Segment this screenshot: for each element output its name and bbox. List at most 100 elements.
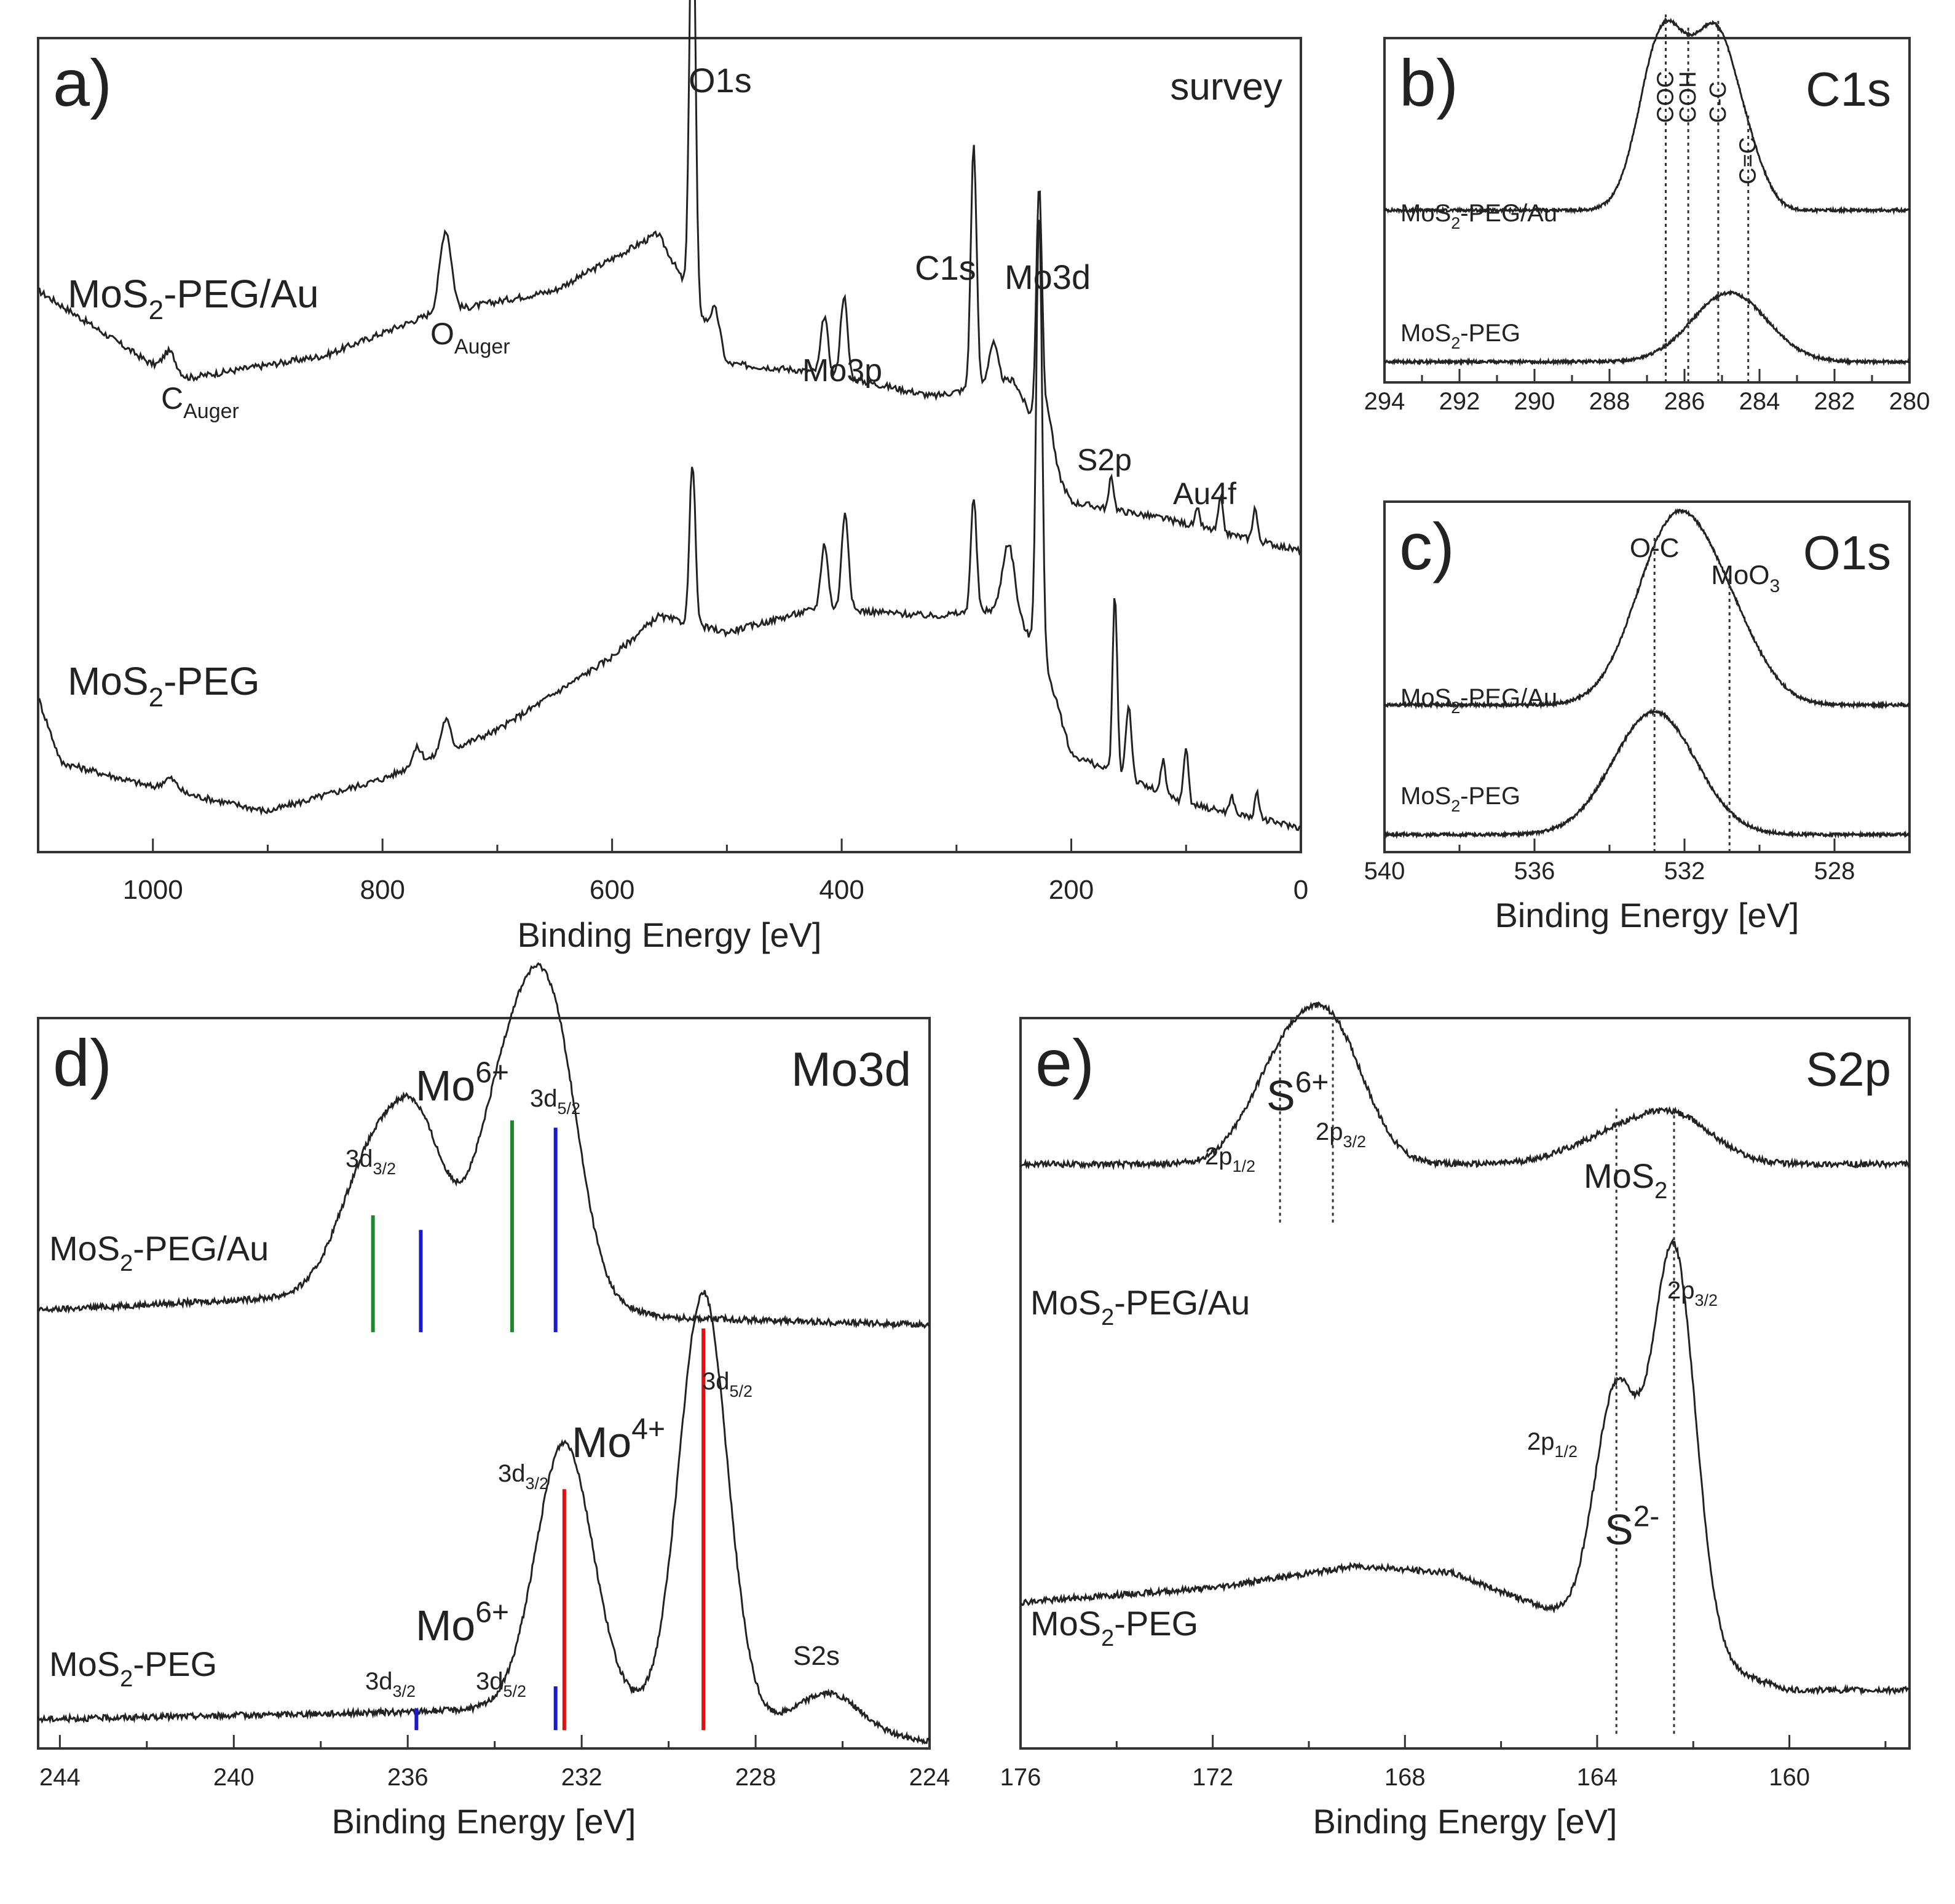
- annotation-label: Mo4+: [572, 1413, 665, 1466]
- annotation-label: MoS2: [1584, 1156, 1667, 1204]
- annotation-label: MoS2-PEG: [1400, 783, 1520, 815]
- series-line-mos2-peg: [1384, 708, 1910, 840]
- series-line-mos2-peg-au: [1019, 1001, 1911, 1171]
- annotation-label: 2p3/2: [1667, 1277, 1718, 1309]
- series-line-mos2-peg-au: [38, 0, 1302, 556]
- x-axis-label: Binding Energy [eV]: [518, 915, 822, 954]
- x-tick-label: 236: [387, 1764, 429, 1791]
- marker-label: MoO3: [1711, 560, 1780, 596]
- panel-letter: c): [1399, 509, 1455, 583]
- panel-letter: d): [53, 1025, 112, 1100]
- annotation-label: MoS2-PEG: [68, 659, 260, 713]
- series-line-mos2-peg: [1020, 1238, 1911, 1696]
- panel-letter: e): [1035, 1025, 1094, 1100]
- x-axis-label: Binding Energy [eV]: [1495, 896, 1799, 934]
- x-tick-label: 164: [1577, 1764, 1618, 1791]
- annotation-label: MoS2-PEG/Au: [49, 1229, 269, 1276]
- x-tick-label: 244: [39, 1764, 81, 1791]
- panel-title: S2p: [1806, 1042, 1891, 1096]
- annotation-label: Mo6+: [416, 1597, 509, 1649]
- x-tick-label: 294: [1364, 388, 1405, 415]
- panel-title: O1s: [1803, 526, 1891, 580]
- annotation-label: 3d3/2: [346, 1145, 396, 1178]
- annotation-label: MoS2-PEG: [1030, 1604, 1198, 1651]
- x-tick-label: 280: [1889, 388, 1930, 415]
- x-tick-label: 286: [1664, 388, 1705, 415]
- panel-e: 176 172 168 164 160 Binding Energy [eV] e) S2p M…: [1000, 1001, 1911, 1841]
- x-axis-label: Binding Energy [eV]: [1313, 1802, 1617, 1841]
- series-line-mos2-peg: [1383, 289, 1911, 367]
- x-tick-label: 290: [1514, 388, 1555, 415]
- annotation-label: MoS2-PEG/Au: [68, 272, 319, 325]
- panel-d-frame: [37, 1017, 931, 1750]
- annotation-label: 3d3/2: [365, 1668, 416, 1701]
- annotation-label: MoS2-PEG/Au: [1400, 200, 1557, 232]
- panel-c: 540 536 532 528 Binding Energy [eV] c) O1s MoS2…: [1364, 500, 1911, 934]
- x-tick-label: 176: [1000, 1764, 1041, 1791]
- x-tick-label: 532: [1664, 858, 1705, 885]
- annotation-label: S2p: [1077, 443, 1132, 477]
- panel-title: survey: [1170, 66, 1282, 108]
- annotation-label: Mo3d: [1005, 258, 1091, 296]
- panel-b: 294 292 290 288 286 284 282 280 b) C1s MoS2-PEG/Au…: [1364, 14, 1930, 415]
- x-axis-label: Binding Energy [eV]: [332, 1802, 636, 1841]
- annotation-label: MoS2-PEG: [49, 1645, 217, 1692]
- x-tick-label: 400: [819, 875, 864, 905]
- annotation-label: CAuger: [161, 381, 239, 423]
- panel-a-frame: [37, 37, 1302, 853]
- annotation-label: MoS2-PEG: [1400, 320, 1520, 352]
- panel-letter: a): [53, 45, 112, 120]
- x-tick-label: 160: [1769, 1764, 1810, 1791]
- x-tick-label: 282: [1814, 388, 1855, 415]
- x-tick-label: 536: [1514, 858, 1555, 885]
- panel-title: Mo3d: [791, 1042, 911, 1096]
- annotation-label: 2p1/2: [1527, 1428, 1578, 1461]
- x-tick-label: 528: [1814, 858, 1855, 885]
- series-line-mos2-peg: [37, 1290, 931, 1745]
- marker-label: C=C: [1736, 137, 1761, 184]
- x-tick-label: 288: [1589, 388, 1630, 415]
- annotation-label: MoS2-PEG/Au: [1400, 684, 1557, 717]
- annotation-label: O1s: [689, 61, 752, 100]
- annotation-label: 3d5/2: [702, 1368, 752, 1400]
- x-tick-label: 600: [590, 875, 634, 905]
- annotation-label: S6+: [1266, 1067, 1329, 1120]
- annotation-label: 3d5/2: [476, 1668, 526, 1701]
- series-line-mos2-peg: [38, 219, 1301, 832]
- x-tick-label: 800: [360, 875, 405, 905]
- panel-d: 244 240 236 232 228 224 Binding Energy [eV] d) M…: [37, 962, 950, 1841]
- series-line-mos2-peg-au: [1384, 508, 1911, 710]
- annotation-label: OAuger: [430, 317, 510, 358]
- x-tick-label: 228: [735, 1764, 776, 1791]
- annotation-label: 3d3/2: [498, 1460, 548, 1493]
- annotation-label: Au4f: [1173, 476, 1236, 511]
- annotation-label: S2s: [793, 1641, 840, 1671]
- x-tick-label: 540: [1364, 858, 1405, 885]
- x-tick-label: 1000: [123, 875, 183, 905]
- x-tick-label: 292: [1439, 388, 1480, 415]
- panel-e-frame: [1019, 1017, 1911, 1750]
- marker-label: O-C: [1630, 533, 1680, 563]
- x-tick-label: 284: [1739, 388, 1780, 415]
- annotation-label: Mo6+: [416, 1057, 509, 1110]
- annotation-label: MoS2-PEG/Au: [1030, 1283, 1250, 1330]
- marker-label: C-C: [1705, 81, 1731, 123]
- annotation-label: S2-: [1605, 1501, 1659, 1554]
- annotation-label: 2p3/2: [1316, 1118, 1366, 1151]
- panel-title: C1s: [1806, 62, 1891, 116]
- panel-a: 1000 800 600 400 200 0 Binding Energy [eV] a) su…: [37, 0, 1308, 954]
- x-tick-label: 240: [213, 1764, 255, 1791]
- x-tick-label: 0: [1293, 875, 1308, 905]
- series-line-mos2-peg-au: [37, 962, 930, 1330]
- x-tick-label: 172: [1192, 1764, 1233, 1791]
- marker-label: COH: [1675, 71, 1701, 123]
- annotation-label: 2p1/2: [1205, 1143, 1255, 1175]
- annotation-label: C1s: [915, 248, 976, 287]
- annotation-label: 3d5/2: [530, 1085, 580, 1118]
- x-tick-label: 232: [561, 1764, 602, 1791]
- x-tick-label: 200: [1049, 875, 1094, 905]
- marker-label: COC: [1653, 71, 1679, 123]
- panel-c-frame: [1383, 500, 1911, 853]
- annotation-label: Mo3p: [802, 353, 882, 389]
